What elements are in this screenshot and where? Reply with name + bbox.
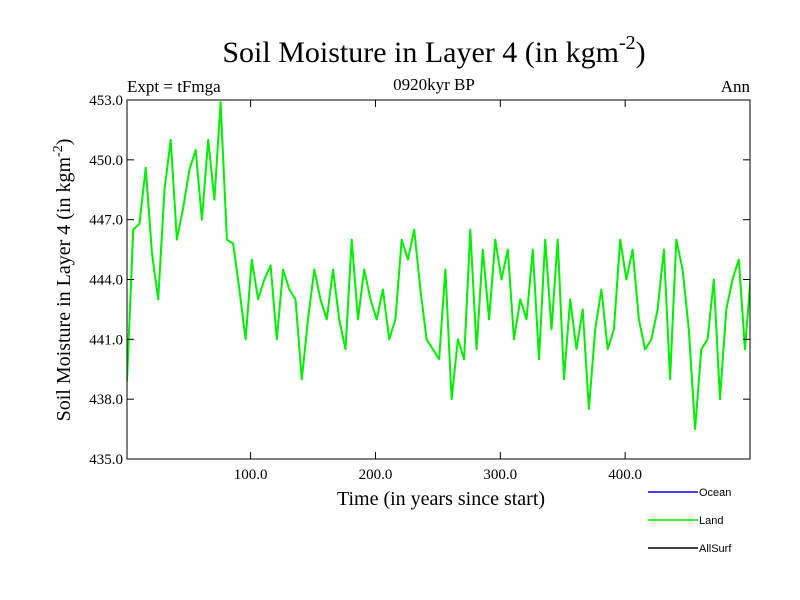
y-axis-label: Soil Moisture in Layer 4 (in kgm-2) — [51, 139, 75, 422]
x-tick-label: 400.0 — [608, 467, 642, 483]
y-axis: 435.0 438.0 441.0 444.0 447.0 450.0 453.0 — [89, 93, 750, 468]
y-tick-label: 438.0 — [89, 392, 123, 408]
x-tick-label: 200.0 — [359, 467, 393, 483]
subtitle-season: Ann — [721, 77, 751, 96]
y-tick-label: 453.0 — [89, 93, 123, 109]
y-tick-label: 435.0 — [89, 452, 123, 468]
legend: Ocean Land AllSurf — [648, 487, 732, 555]
plot-frame — [126, 99, 751, 460]
series-line-land — [127, 101, 750, 431]
y-axis-label-end: ) — [53, 139, 75, 146]
subtitle-experiment: Expt = tFmga — [127, 77, 221, 96]
y-tick-label: 441.0 — [89, 332, 123, 348]
x-axis-label: Time (in years since start) — [337, 488, 545, 510]
legend-label-ocean: Ocean — [699, 487, 731, 499]
legend-label-allsurf: AllSurf — [699, 543, 732, 555]
x-tick-label: 300.0 — [483, 467, 517, 483]
y-axis-label-superscript: -2 — [51, 145, 66, 157]
y-tick-label: 450.0 — [89, 153, 123, 169]
legend-label-land: Land — [699, 515, 723, 527]
subtitle-period: 0920kyr BP — [393, 75, 475, 94]
chart-title: Soil Moisture in Layer 4 (in kgm-2) — [222, 32, 645, 69]
x-axis: 100.0 200.0 300.0 400.0 — [234, 100, 642, 483]
y-tick-label: 447.0 — [89, 213, 123, 229]
y-tick-label: 444.0 — [89, 273, 123, 289]
chart-title-end: ) — [636, 36, 646, 69]
chart-title-superscript: -2 — [619, 32, 636, 54]
x-tick-label: 100.0 — [234, 467, 268, 483]
